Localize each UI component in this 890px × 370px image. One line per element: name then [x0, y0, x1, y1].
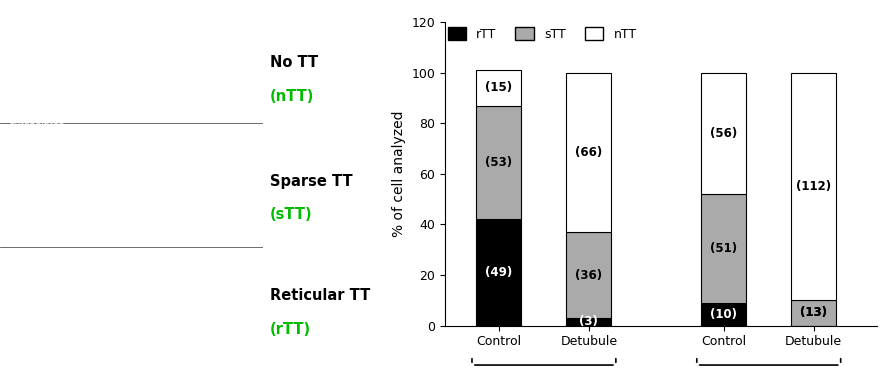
Text: (36): (36)	[575, 269, 603, 282]
Text: (10): (10)	[710, 308, 737, 321]
Bar	[791, 73, 837, 300]
Bar	[566, 73, 611, 232]
Bar	[476, 219, 522, 326]
Text: (56): (56)	[710, 127, 738, 140]
Text: Sparse TT: Sparse TT	[271, 174, 352, 189]
Text: (rTT): (rTT)	[271, 322, 312, 337]
Text: Reticular TT: Reticular TT	[271, 289, 370, 303]
Bar	[476, 106, 522, 219]
Bar	[701, 194, 746, 303]
Text: (sTT): (sTT)	[271, 207, 312, 222]
Bar	[566, 232, 611, 318]
Text: (15): (15)	[485, 81, 513, 94]
Text: Tubulated: Tubulated	[8, 239, 53, 248]
Bar	[701, 73, 746, 194]
Bar	[701, 303, 746, 326]
Bar	[566, 318, 611, 326]
Y-axis label: % of cell analyzed: % of cell analyzed	[392, 111, 406, 237]
Text: Untubulated: Untubulated	[8, 117, 64, 126]
Text: No TT: No TT	[271, 56, 319, 70]
Text: (66): (66)	[575, 146, 603, 159]
Text: (nTT): (nTT)	[271, 89, 314, 104]
Legend: rTT, sTT, nTT: rTT, sTT, nTT	[442, 22, 642, 46]
Text: 10μm: 10μm	[111, 348, 135, 357]
Text: (53): (53)	[485, 156, 513, 169]
Text: (3): (3)	[579, 315, 598, 328]
Text: (112): (112)	[797, 180, 831, 193]
Text: (13): (13)	[800, 306, 827, 319]
Text: (13): (13)	[800, 306, 827, 319]
Text: (49): (49)	[485, 266, 513, 279]
Bar	[476, 70, 522, 106]
Text: Organized  Tubulated: Organized Tubulated	[8, 357, 104, 366]
Bar	[791, 300, 837, 326]
Text: 20μm: 20μm	[22, 348, 46, 357]
Text: (51): (51)	[710, 242, 737, 255]
